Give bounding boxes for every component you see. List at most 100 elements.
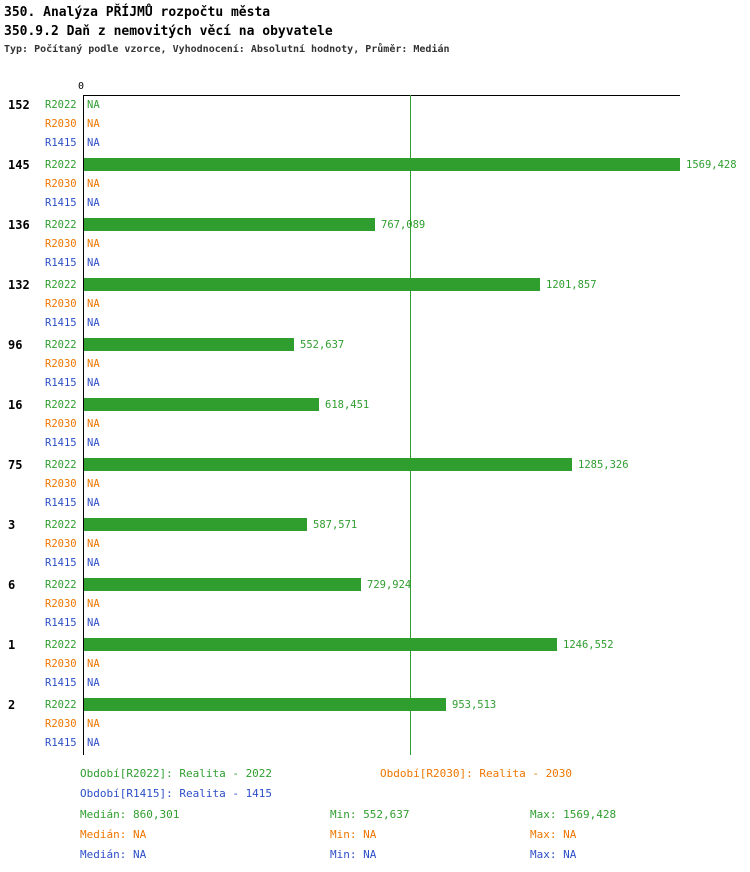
value-bar xyxy=(84,338,294,351)
na-label: NA xyxy=(87,136,100,149)
series-label: R2022 xyxy=(45,458,77,471)
na-label: NA xyxy=(87,357,100,370)
na-label: NA xyxy=(87,98,100,111)
group-label: 3 xyxy=(8,517,16,532)
na-label: NA xyxy=(87,256,100,269)
series-label: R2030 xyxy=(45,717,77,730)
series-label: R1415 xyxy=(45,496,77,509)
series-label: R2030 xyxy=(45,237,77,250)
group-label: 75 xyxy=(8,457,23,472)
series-label: R2030 xyxy=(45,297,77,310)
chart-row: 152 R2022 NA xyxy=(0,95,750,114)
series-label: R1415 xyxy=(45,436,77,449)
median-line xyxy=(410,95,411,755)
chart-row: R1415 NA xyxy=(0,673,750,692)
chart-row: 145 R2022 1569,428 xyxy=(0,155,750,174)
na-label: NA xyxy=(87,676,100,689)
series-label: R2030 xyxy=(45,417,77,430)
series-label: R2030 xyxy=(45,357,77,370)
series-label: R2030 xyxy=(45,177,77,190)
value-label: 618,451 xyxy=(325,398,370,411)
value-bar xyxy=(84,158,680,171)
value-label: 767,089 xyxy=(381,218,426,231)
value-bar xyxy=(84,518,307,531)
bar-group: 6 R2022 729,924 R2030 NA R1415 NA xyxy=(0,575,750,635)
series-label: R2030 xyxy=(45,477,77,490)
group-label: 152 xyxy=(8,97,30,112)
value-label: 1285,326 xyxy=(578,458,629,471)
bar-group: 96 R2022 552,637 R2030 NA R1415 NA xyxy=(0,335,750,395)
value-label: 1201,857 xyxy=(546,278,597,291)
bar-group: 3 R2022 587,571 R2030 NA R1415 NA xyxy=(0,515,750,575)
na-label: NA xyxy=(87,237,100,250)
series-label: R1415 xyxy=(45,256,77,269)
na-label: NA xyxy=(87,376,100,389)
bar-group: 75 R2022 1285,326 R2030 NA R1415 NA xyxy=(0,455,750,515)
y-axis-line xyxy=(83,95,84,755)
bar-group: 2 R2022 953,513 R2030 NA R1415 NA xyxy=(0,695,750,755)
series-label: R2030 xyxy=(45,117,77,130)
stat-r2022-max: Max: 1569,428 xyxy=(530,808,617,821)
na-label: NA xyxy=(87,657,100,670)
series-label: R2022 xyxy=(45,698,77,711)
series-label: R1415 xyxy=(45,736,77,749)
series-label: R2022 xyxy=(45,158,77,171)
na-label: NA xyxy=(87,717,100,730)
group-label: 96 xyxy=(8,337,23,352)
chart-row: R2030 NA xyxy=(0,174,750,193)
chart-row: R1415 NA xyxy=(0,193,750,212)
value-label: 587,571 xyxy=(313,518,358,531)
series-label: R2022 xyxy=(45,98,77,111)
page-subtitle: 350.9.2 Daň z nemovitých věcí na obyvate… xyxy=(4,24,333,39)
chart-row: 96 R2022 552,637 xyxy=(0,335,750,354)
chart-settings-line: Typ: Počítaný podle vzorce, Vyhodnocení:… xyxy=(4,44,450,55)
series-label: R2022 xyxy=(45,278,77,291)
group-label: 145 xyxy=(8,157,30,172)
bar-group: 1 R2022 1246,552 R2030 NA R1415 NA xyxy=(0,635,750,695)
chart-row: R1415 NA xyxy=(0,253,750,272)
chart-row: 1 R2022 1246,552 xyxy=(0,635,750,654)
chart-row: R1415 NA xyxy=(0,433,750,452)
stat-r2030-max: Max: NA xyxy=(530,828,577,841)
value-label: 1569,428 xyxy=(686,158,737,171)
chart-row: R2030 NA xyxy=(0,354,750,373)
series-label: R2030 xyxy=(45,537,77,550)
group-label: 16 xyxy=(8,397,23,412)
chart-row: 16 R2022 618,451 xyxy=(0,395,750,414)
chart-row: 3 R2022 587,571 xyxy=(0,515,750,534)
x-axis-line xyxy=(83,95,680,96)
page-title: 350. Analýza PŘÍJMŮ rozpočtu města xyxy=(4,5,271,20)
series-label: R1415 xyxy=(45,616,77,629)
bar-group: 16 R2022 618,451 R2030 NA R1415 NA xyxy=(0,395,750,455)
series-label: R1415 xyxy=(45,196,77,209)
na-label: NA xyxy=(87,597,100,610)
na-label: NA xyxy=(87,537,100,550)
group-label: 136 xyxy=(8,217,30,232)
legend-item-r1415: Období[R1415]: Realita - 1415 xyxy=(80,787,273,800)
stat-r1415-median: Medián: NA xyxy=(80,848,147,861)
stat-r2030-median: Medián: NA xyxy=(80,828,147,841)
series-label: R1415 xyxy=(45,316,77,329)
value-label: 1246,552 xyxy=(563,638,614,651)
chart-row: 75 R2022 1285,326 xyxy=(0,455,750,474)
chart-row: R2030 NA xyxy=(0,114,750,133)
chart-row: R2030 NA xyxy=(0,534,750,553)
group-label: 1 xyxy=(8,637,16,652)
na-label: NA xyxy=(87,436,100,449)
value-bar xyxy=(84,458,572,471)
na-label: NA xyxy=(87,316,100,329)
stat-r1415-min: Min: NA xyxy=(330,848,377,861)
na-label: NA xyxy=(87,297,100,310)
chart-row: R2030 NA xyxy=(0,714,750,733)
series-label: R1415 xyxy=(45,376,77,389)
value-label: 729,924 xyxy=(367,578,412,591)
chart-row: R2030 NA xyxy=(0,594,750,613)
chart-row: R2030 NA xyxy=(0,654,750,673)
bar-group: 136 R2022 767,089 R2030 NA R1415 NA xyxy=(0,215,750,275)
chart-row: R2030 NA xyxy=(0,474,750,493)
chart-row: R1415 NA xyxy=(0,313,750,332)
chart-row: R2030 NA xyxy=(0,234,750,253)
na-label: NA xyxy=(87,477,100,490)
na-label: NA xyxy=(87,117,100,130)
bar-group: 132 R2022 1201,857 R2030 NA R1415 NA xyxy=(0,275,750,335)
